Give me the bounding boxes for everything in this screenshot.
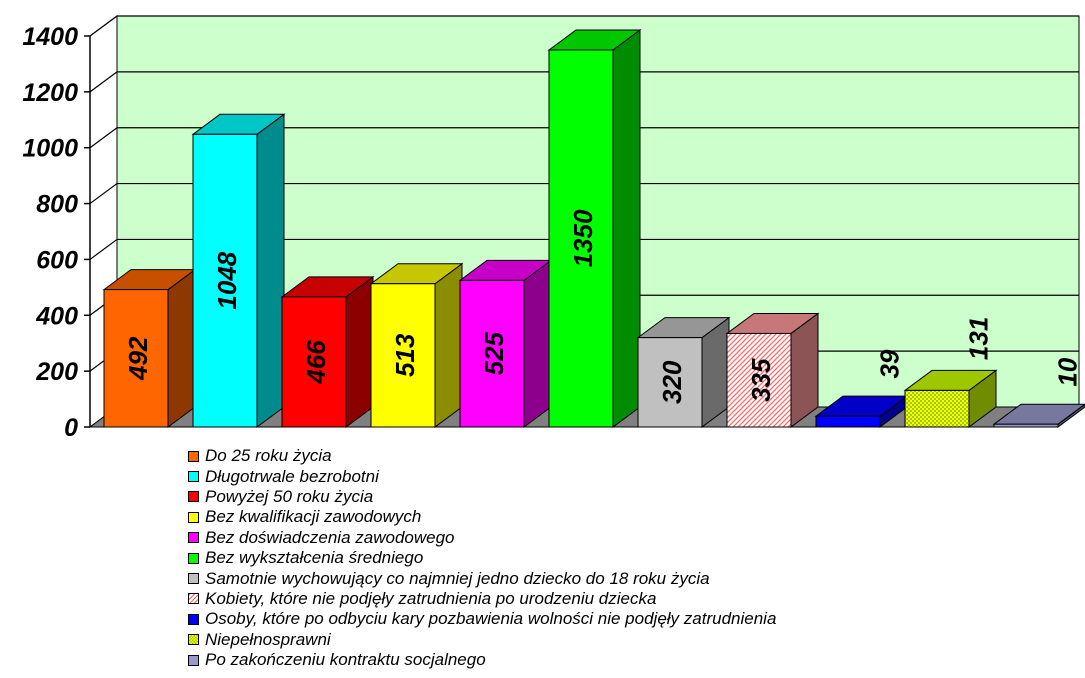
legend-swatch (188, 552, 199, 564)
bar-front (726, 332, 792, 428)
bar-front (370, 283, 436, 428)
legend-item: Powyżej 50 roku życia (188, 487, 776, 507)
y-tick-label: 800 (36, 191, 78, 219)
bar-side (256, 113, 285, 428)
legend-item: Osoby, które po odbyciu kary pozbawienia… (188, 609, 776, 629)
legend-item: Bez kwalifikacji zawodowych (188, 507, 776, 527)
bar (458, 259, 553, 428)
legend-item: Do 25 roku życia (188, 446, 776, 466)
legend-swatch (188, 634, 199, 646)
legend-swatch (188, 532, 199, 544)
legend-swatch (188, 593, 199, 605)
bar (369, 262, 464, 428)
bar-front (281, 296, 347, 428)
bar (547, 28, 642, 428)
data-label: 513 (390, 333, 420, 377)
bar (280, 275, 375, 428)
legend-label: Po zakończeniu kontraktu socjalnego (205, 650, 486, 670)
legend-label: Bez kwalifikacji zawodowych (205, 507, 422, 527)
legend-item: Kobiety, które nie podjęły zatrudnienia … (188, 589, 776, 609)
bar (814, 395, 909, 428)
legend-label: Niepełnosprawni (205, 629, 331, 649)
bar-side (345, 275, 374, 428)
bar (992, 403, 1085, 428)
y-tick-label: 1000 (22, 135, 78, 163)
legend-item: Bez wykształcenia średniego (188, 548, 776, 568)
legend-swatch (188, 491, 199, 503)
legend: Do 25 roku życia Długotrwale bezrobotni Po… (188, 446, 776, 670)
bar (102, 268, 197, 428)
bar-front (904, 389, 970, 428)
legend-swatch (188, 471, 199, 483)
bar-side (167, 268, 196, 428)
gridline (89, 15, 1079, 37)
legend-label: Bez doświadczenia zawodowego (205, 527, 455, 547)
bar-front (103, 289, 169, 428)
legend-swatch (188, 613, 199, 625)
bar-front (637, 337, 703, 428)
bar (191, 113, 286, 428)
data-label: 335 (746, 358, 776, 402)
y-tick-label: 600 (36, 246, 78, 274)
bar-front (993, 423, 1059, 428)
data-label: 320 (657, 360, 687, 404)
legend-label: Bez wykształcenia średniego (205, 548, 424, 568)
legend-swatch (188, 654, 199, 666)
data-label: 39 (874, 349, 904, 378)
legend-swatch (188, 450, 199, 462)
bar (725, 312, 820, 428)
legend-item: Bez doświadczenia zawodowego (188, 528, 776, 548)
bar-front (548, 49, 614, 428)
y-tick-label: 1200 (22, 79, 78, 107)
bar (903, 369, 998, 428)
legend-label: Powyżej 50 roku życia (205, 486, 374, 506)
bar-front (459, 279, 525, 428)
y-axis: 0 200 400 600 800 1000 1200 1400 (22, 23, 91, 442)
y-tick-label: 400 (35, 302, 78, 330)
bars: 492 1048 466 513 525 1350 320 335 39 131 10 (102, 28, 1085, 428)
legend-item: Po zakończeniu kontraktu socjalnego (188, 650, 776, 670)
data-label: 1048 (212, 251, 242, 309)
data-label: 525 (479, 331, 509, 375)
legend-item: Długotrwale bezrobotni (188, 466, 776, 486)
y-tick-label: 1400 (22, 23, 78, 51)
legend-label: Kobiety, które nie podjęły zatrudnienia … (205, 588, 657, 608)
legend-label: Samotnie wychowujący co najmniej jedno d… (205, 568, 710, 588)
legend-label: Długotrwale bezrobotni (205, 466, 379, 486)
legend-item: Samotnie wychowujący co najmniej jedno d… (188, 568, 776, 588)
bar-side (434, 262, 463, 428)
legend-item: Niepełnosprawni (188, 630, 776, 650)
data-label: 1350 (568, 209, 598, 267)
bar-front (192, 133, 258, 428)
bar-side (612, 28, 641, 428)
y-tick-label: 200 (35, 358, 78, 386)
legend-swatch (188, 511, 199, 523)
gridline (89, 71, 1079, 93)
legend-label: Do 25 roku życia (205, 446, 332, 466)
bar-front (815, 415, 881, 428)
gridline (89, 238, 1079, 260)
bar-side (523, 259, 552, 428)
legend-label: Osoby, które po odbyciu kary pozbawienia… (205, 609, 777, 629)
data-label: 10 (1052, 357, 1082, 386)
gridline (89, 127, 1079, 149)
data-label: 131 (963, 317, 993, 360)
legend-swatch (188, 573, 199, 585)
bar (636, 316, 731, 428)
data-label: 466 (301, 340, 331, 385)
y-tick-label: 0 (64, 414, 78, 442)
gridline (89, 182, 1079, 205)
data-label: 492 (123, 336, 153, 381)
